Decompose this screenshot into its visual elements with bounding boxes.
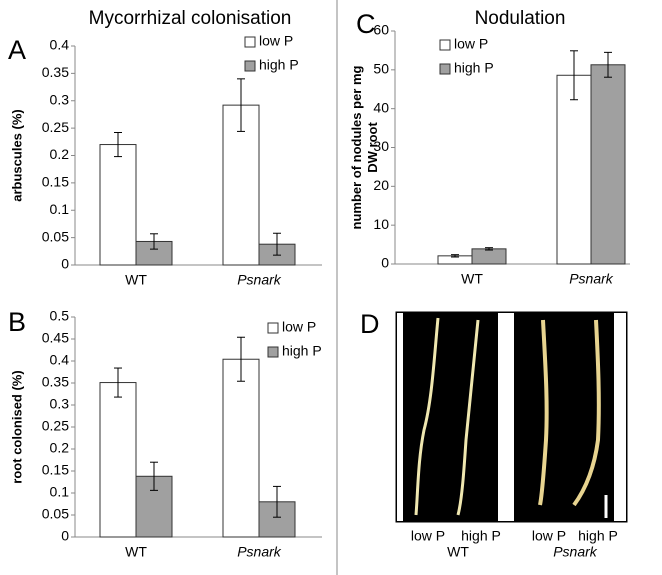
y-tick-label: 0.1 — [50, 201, 70, 217]
legend-swatch — [439, 63, 451, 75]
legend-label: high P — [259, 57, 299, 73]
root — [572, 319, 601, 507]
legend-swatch — [439, 39, 451, 51]
y-tick-label: 10 — [373, 216, 389, 232]
bar — [556, 74, 592, 265]
legend-label: low P — [282, 319, 316, 335]
photo-border — [614, 313, 626, 521]
y-tick-label: 0.4 — [50, 352, 70, 368]
y-axis-label: arbuscules (%) — [9, 109, 24, 201]
y-tick-label: 0.25 — [42, 119, 69, 135]
photo-border — [498, 313, 514, 521]
heading: Nodulation — [475, 8, 566, 29]
photo-group: Psnark — [553, 544, 598, 560]
y-tick-label: 40 — [373, 99, 389, 115]
y-tick-label: 0.05 — [42, 228, 69, 244]
legend-swatch — [267, 322, 279, 334]
y-tick-label: 0.4 — [50, 37, 70, 53]
y-tick-label: 0 — [381, 255, 389, 271]
error-bar — [150, 461, 158, 491]
y-tick-label: 60 — [373, 22, 389, 38]
root — [414, 317, 440, 516]
y-axis-label-line: DW root — [365, 122, 380, 173]
x-tick-label: WT — [125, 272, 147, 288]
y-axis-label: root colonised (%) — [9, 370, 24, 483]
x-tick-label: Psnark — [237, 272, 282, 288]
error-bar — [451, 254, 459, 258]
y-tick-label: 0.15 — [42, 462, 69, 478]
y-tick-label: 0.05 — [42, 506, 69, 522]
y-tick-label: 0.25 — [42, 418, 69, 434]
legend-label: low P — [454, 36, 488, 52]
y-tick-label: 0.5 — [50, 308, 70, 324]
y-tick-label: 0.15 — [42, 174, 69, 190]
root — [456, 319, 480, 516]
root — [538, 319, 549, 506]
bar — [222, 358, 260, 538]
error-bar — [273, 232, 281, 256]
legend-label: high P — [282, 343, 322, 359]
x-tick-label: Psnark — [569, 271, 614, 287]
y-axis-label: number of nodules per mgDW root — [349, 65, 380, 229]
legend-label: low P — [259, 33, 293, 49]
heading: Mycorrhizal colonisation — [89, 8, 292, 29]
error-bar — [604, 51, 612, 78]
x-tick-label: WT — [461, 271, 483, 287]
y-tick-label: 0.1 — [50, 484, 70, 500]
legend-swatch — [244, 36, 256, 48]
photo-border — [397, 313, 403, 521]
bar — [471, 248, 507, 265]
error-bar — [114, 367, 122, 398]
error-bar — [150, 233, 158, 250]
bar — [99, 382, 137, 538]
error-bar — [237, 336, 245, 382]
error-bar — [114, 132, 122, 158]
y-tick-label: 0.3 — [50, 396, 70, 412]
error-bar — [273, 485, 281, 518]
x-tick-label: Psnark — [237, 544, 282, 560]
y-axis-label-line: number of nodules per mg — [349, 65, 364, 229]
bar — [99, 144, 137, 266]
photo-label: high P — [461, 528, 501, 544]
y-tick-label: 0.35 — [42, 374, 69, 390]
photo-label: low P — [411, 528, 445, 544]
y-tick-label: 0.2 — [50, 440, 70, 456]
y-tick-label: 0.2 — [50, 146, 70, 162]
error-bar — [570, 50, 578, 101]
photo — [395, 311, 628, 523]
legend-swatch — [244, 60, 256, 72]
panel-letter: B — [8, 307, 26, 337]
legend-label: high P — [454, 60, 494, 76]
panel-letter: A — [8, 35, 26, 65]
y-tick-label: 0.3 — [50, 91, 70, 107]
photo-group: WT — [447, 544, 469, 560]
panel-letter: D — [360, 309, 380, 339]
photo-label: high P — [578, 528, 618, 544]
y-tick-label: 50 — [373, 61, 389, 77]
y-tick-label: 0 — [61, 256, 69, 272]
error-bar — [485, 247, 493, 251]
bar — [590, 64, 626, 265]
legend-swatch — [267, 346, 279, 358]
photo-label: low P — [532, 528, 566, 544]
y-tick-label: 0.45 — [42, 330, 69, 346]
x-tick-label: WT — [125, 544, 147, 560]
y-tick-label: 30 — [373, 138, 389, 154]
y-tick-label: 20 — [373, 177, 389, 193]
error-bar — [237, 78, 245, 132]
y-tick-label: 0 — [61, 528, 69, 544]
panel-letter: C — [356, 9, 376, 39]
y-tick-label: 0.35 — [42, 64, 69, 80]
